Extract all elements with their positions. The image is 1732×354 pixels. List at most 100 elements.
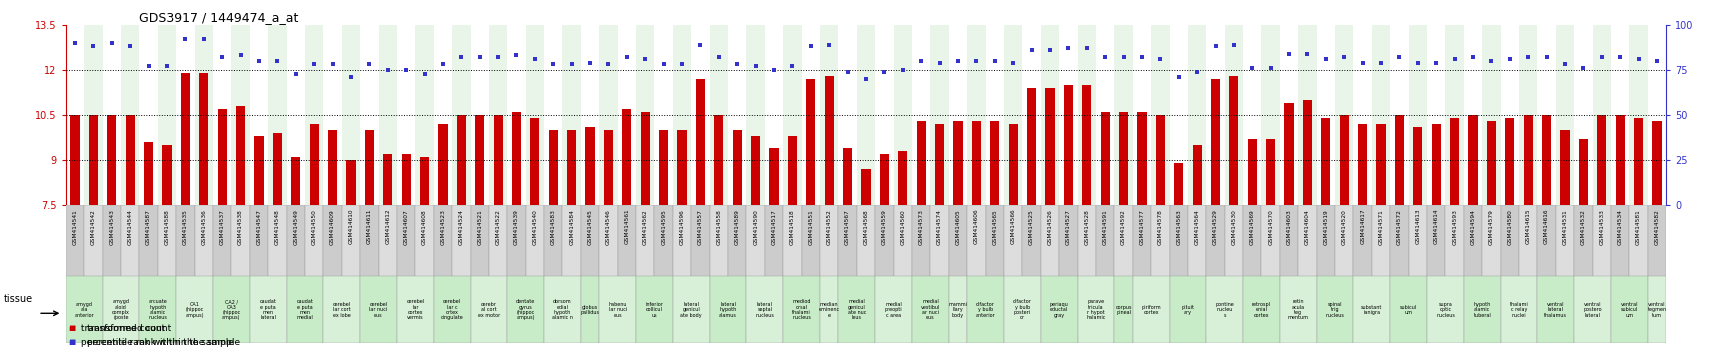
Bar [1082, 85, 1091, 205]
Bar [1005, 25, 1022, 205]
Bar [232, 25, 249, 205]
Text: cerebel
lar nuci
eus: cerebel lar nuci eus [369, 302, 388, 318]
Bar [1469, 115, 1477, 205]
Bar [1280, 205, 1299, 276]
Bar [1022, 205, 1041, 276]
Bar [660, 130, 669, 205]
Text: GSM414574: GSM414574 [937, 209, 942, 245]
Text: GSM414533: GSM414533 [1599, 209, 1604, 245]
Bar [672, 205, 691, 276]
Text: medial
genicul
ate nuc
leus: medial genicul ate nuc leus [847, 299, 866, 320]
Bar [1616, 115, 1625, 205]
Bar [783, 205, 802, 276]
Text: GSM414579: GSM414579 [1490, 209, 1495, 245]
Bar [1611, 25, 1630, 205]
Text: GSM414616: GSM414616 [1545, 209, 1548, 244]
Text: GSM414609: GSM414609 [331, 209, 334, 245]
Bar [471, 25, 488, 205]
Point [1166, 74, 1193, 80]
Bar [379, 25, 397, 205]
Bar [1041, 276, 1077, 343]
Text: GSM414582: GSM414582 [1654, 209, 1659, 245]
Point [61, 40, 88, 46]
Point [99, 40, 126, 46]
Point [669, 62, 696, 67]
Point [171, 36, 199, 42]
Bar [805, 79, 816, 205]
Bar [1427, 25, 1446, 205]
Text: GSM414560: GSM414560 [901, 209, 906, 245]
Bar [236, 106, 246, 205]
Bar [232, 205, 249, 276]
Bar [949, 205, 966, 276]
Bar [1483, 25, 1500, 205]
Point [705, 55, 733, 60]
Bar [913, 276, 949, 343]
Text: GSM414543: GSM414543 [109, 209, 114, 245]
Bar [1280, 25, 1299, 205]
Point [1422, 60, 1450, 65]
Point [944, 58, 972, 64]
Bar [397, 205, 416, 276]
Bar [1155, 115, 1166, 205]
Bar [433, 205, 452, 276]
Point [355, 62, 383, 67]
Bar [433, 276, 471, 343]
Point [797, 44, 824, 49]
Bar [1538, 205, 1555, 276]
Bar [1247, 139, 1257, 205]
Bar [286, 25, 305, 205]
Bar [1555, 205, 1574, 276]
Point [963, 58, 991, 64]
Bar [475, 115, 485, 205]
Text: GSM414577: GSM414577 [1140, 209, 1145, 245]
Bar [1486, 121, 1496, 205]
Bar [85, 25, 102, 205]
Point [135, 63, 163, 69]
Bar [1538, 25, 1555, 205]
Bar [1335, 25, 1353, 205]
Bar [599, 276, 636, 343]
Text: GSM414519: GSM414519 [1323, 209, 1328, 245]
Bar [1114, 276, 1133, 343]
Bar [1244, 276, 1280, 343]
Point [1606, 55, 1633, 60]
Text: lateral
genicul
ate body: lateral genicul ate body [681, 302, 701, 318]
Bar [419, 157, 430, 205]
Bar [636, 25, 655, 205]
Bar [1152, 205, 1169, 276]
Point [319, 62, 346, 67]
Bar [107, 115, 116, 205]
Bar [566, 130, 577, 205]
Text: GSM414607: GSM414607 [404, 209, 409, 245]
Bar [1652, 121, 1661, 205]
Bar [766, 205, 783, 276]
Bar [139, 205, 158, 276]
Bar [1280, 276, 1316, 343]
Bar [544, 205, 563, 276]
Text: GSM414592: GSM414592 [1121, 209, 1126, 245]
Bar [894, 25, 913, 205]
Bar [158, 25, 177, 205]
Bar [1593, 25, 1611, 205]
Bar [1169, 25, 1188, 205]
Bar [636, 205, 655, 276]
Text: inferior
collicul
us: inferior collicul us [646, 302, 663, 318]
Bar [1205, 205, 1225, 276]
Bar [580, 205, 599, 276]
Point [227, 53, 255, 58]
Text: GDS3917 / 1449474_a_at: GDS3917 / 1449474_a_at [139, 11, 298, 24]
Bar [1464, 276, 1500, 343]
Point [833, 69, 861, 75]
Text: cerebel
lar c
ortex
cingulate: cerebel lar c ortex cingulate [440, 299, 464, 320]
Bar [544, 25, 563, 205]
Text: amygd
aloid
complx
(poste: amygd aloid complx (poste [113, 299, 130, 320]
Bar [1046, 88, 1055, 205]
Bar [1500, 276, 1538, 343]
Text: GSM414544: GSM414544 [128, 209, 133, 245]
Bar [857, 25, 875, 205]
Bar [66, 276, 102, 343]
Text: GSM414527: GSM414527 [1065, 209, 1070, 245]
Text: GSM414580: GSM414580 [1507, 209, 1512, 245]
Bar [1100, 112, 1110, 205]
